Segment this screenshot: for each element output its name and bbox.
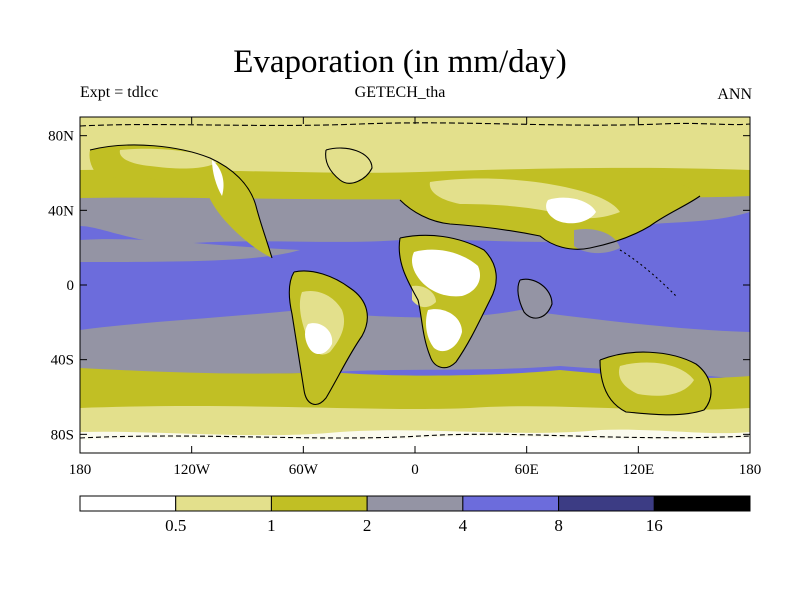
colorbar-swatch — [653, 495, 751, 512]
lat-tick-label: 40S — [51, 353, 74, 369]
lat-tick-label: 80N — [48, 129, 74, 145]
lon-tick-label: 180 — [739, 462, 762, 478]
colorbar-swatch — [270, 495, 368, 512]
colorbar: 0.5 1 2 4 8 16 — [79, 495, 751, 535]
lon-tick-label: 120E — [622, 462, 654, 478]
map-field — [80, 117, 750, 453]
colorbar-label: 4 — [459, 516, 468, 535]
colorbar-label: 8 — [554, 516, 563, 535]
map-axes: 180 120W 60W 0 60E 120E 180 80N 40N 0 40S 80S — [48, 117, 761, 478]
colorbar-swatch — [558, 495, 655, 512]
lon-tick-label: 0 — [411, 462, 419, 478]
season-label: ANN — [717, 86, 752, 103]
colorbar-label: 16 — [646, 516, 663, 535]
dataset-label: GETECH_tha — [354, 84, 446, 101]
lon-tick-label: 180 — [69, 462, 92, 478]
colorbar-swatch — [79, 495, 177, 512]
lat-tick-label: 0 — [67, 278, 75, 294]
lat-tick-label: 40N — [48, 203, 74, 219]
lon-tick-label: 120W — [173, 462, 211, 478]
lat-tick-label: 80S — [51, 427, 74, 443]
map-title: Evaporation (in mm/day) — [233, 44, 567, 80]
lon-tick-label: 60E — [515, 462, 539, 478]
colorbar-label: 2 — [363, 516, 372, 535]
colorbar-label: 0.5 — [165, 516, 186, 535]
colorbar-swatch — [175, 495, 272, 512]
coastlines — [80, 122, 750, 439]
lon-tick-label: 60W — [289, 462, 319, 478]
colorbar-swatch — [366, 495, 464, 512]
experiment-label: Expt = tdlcc — [80, 84, 159, 101]
colorbar-swatch — [462, 495, 560, 512]
colorbar-label: 1 — [267, 516, 276, 535]
